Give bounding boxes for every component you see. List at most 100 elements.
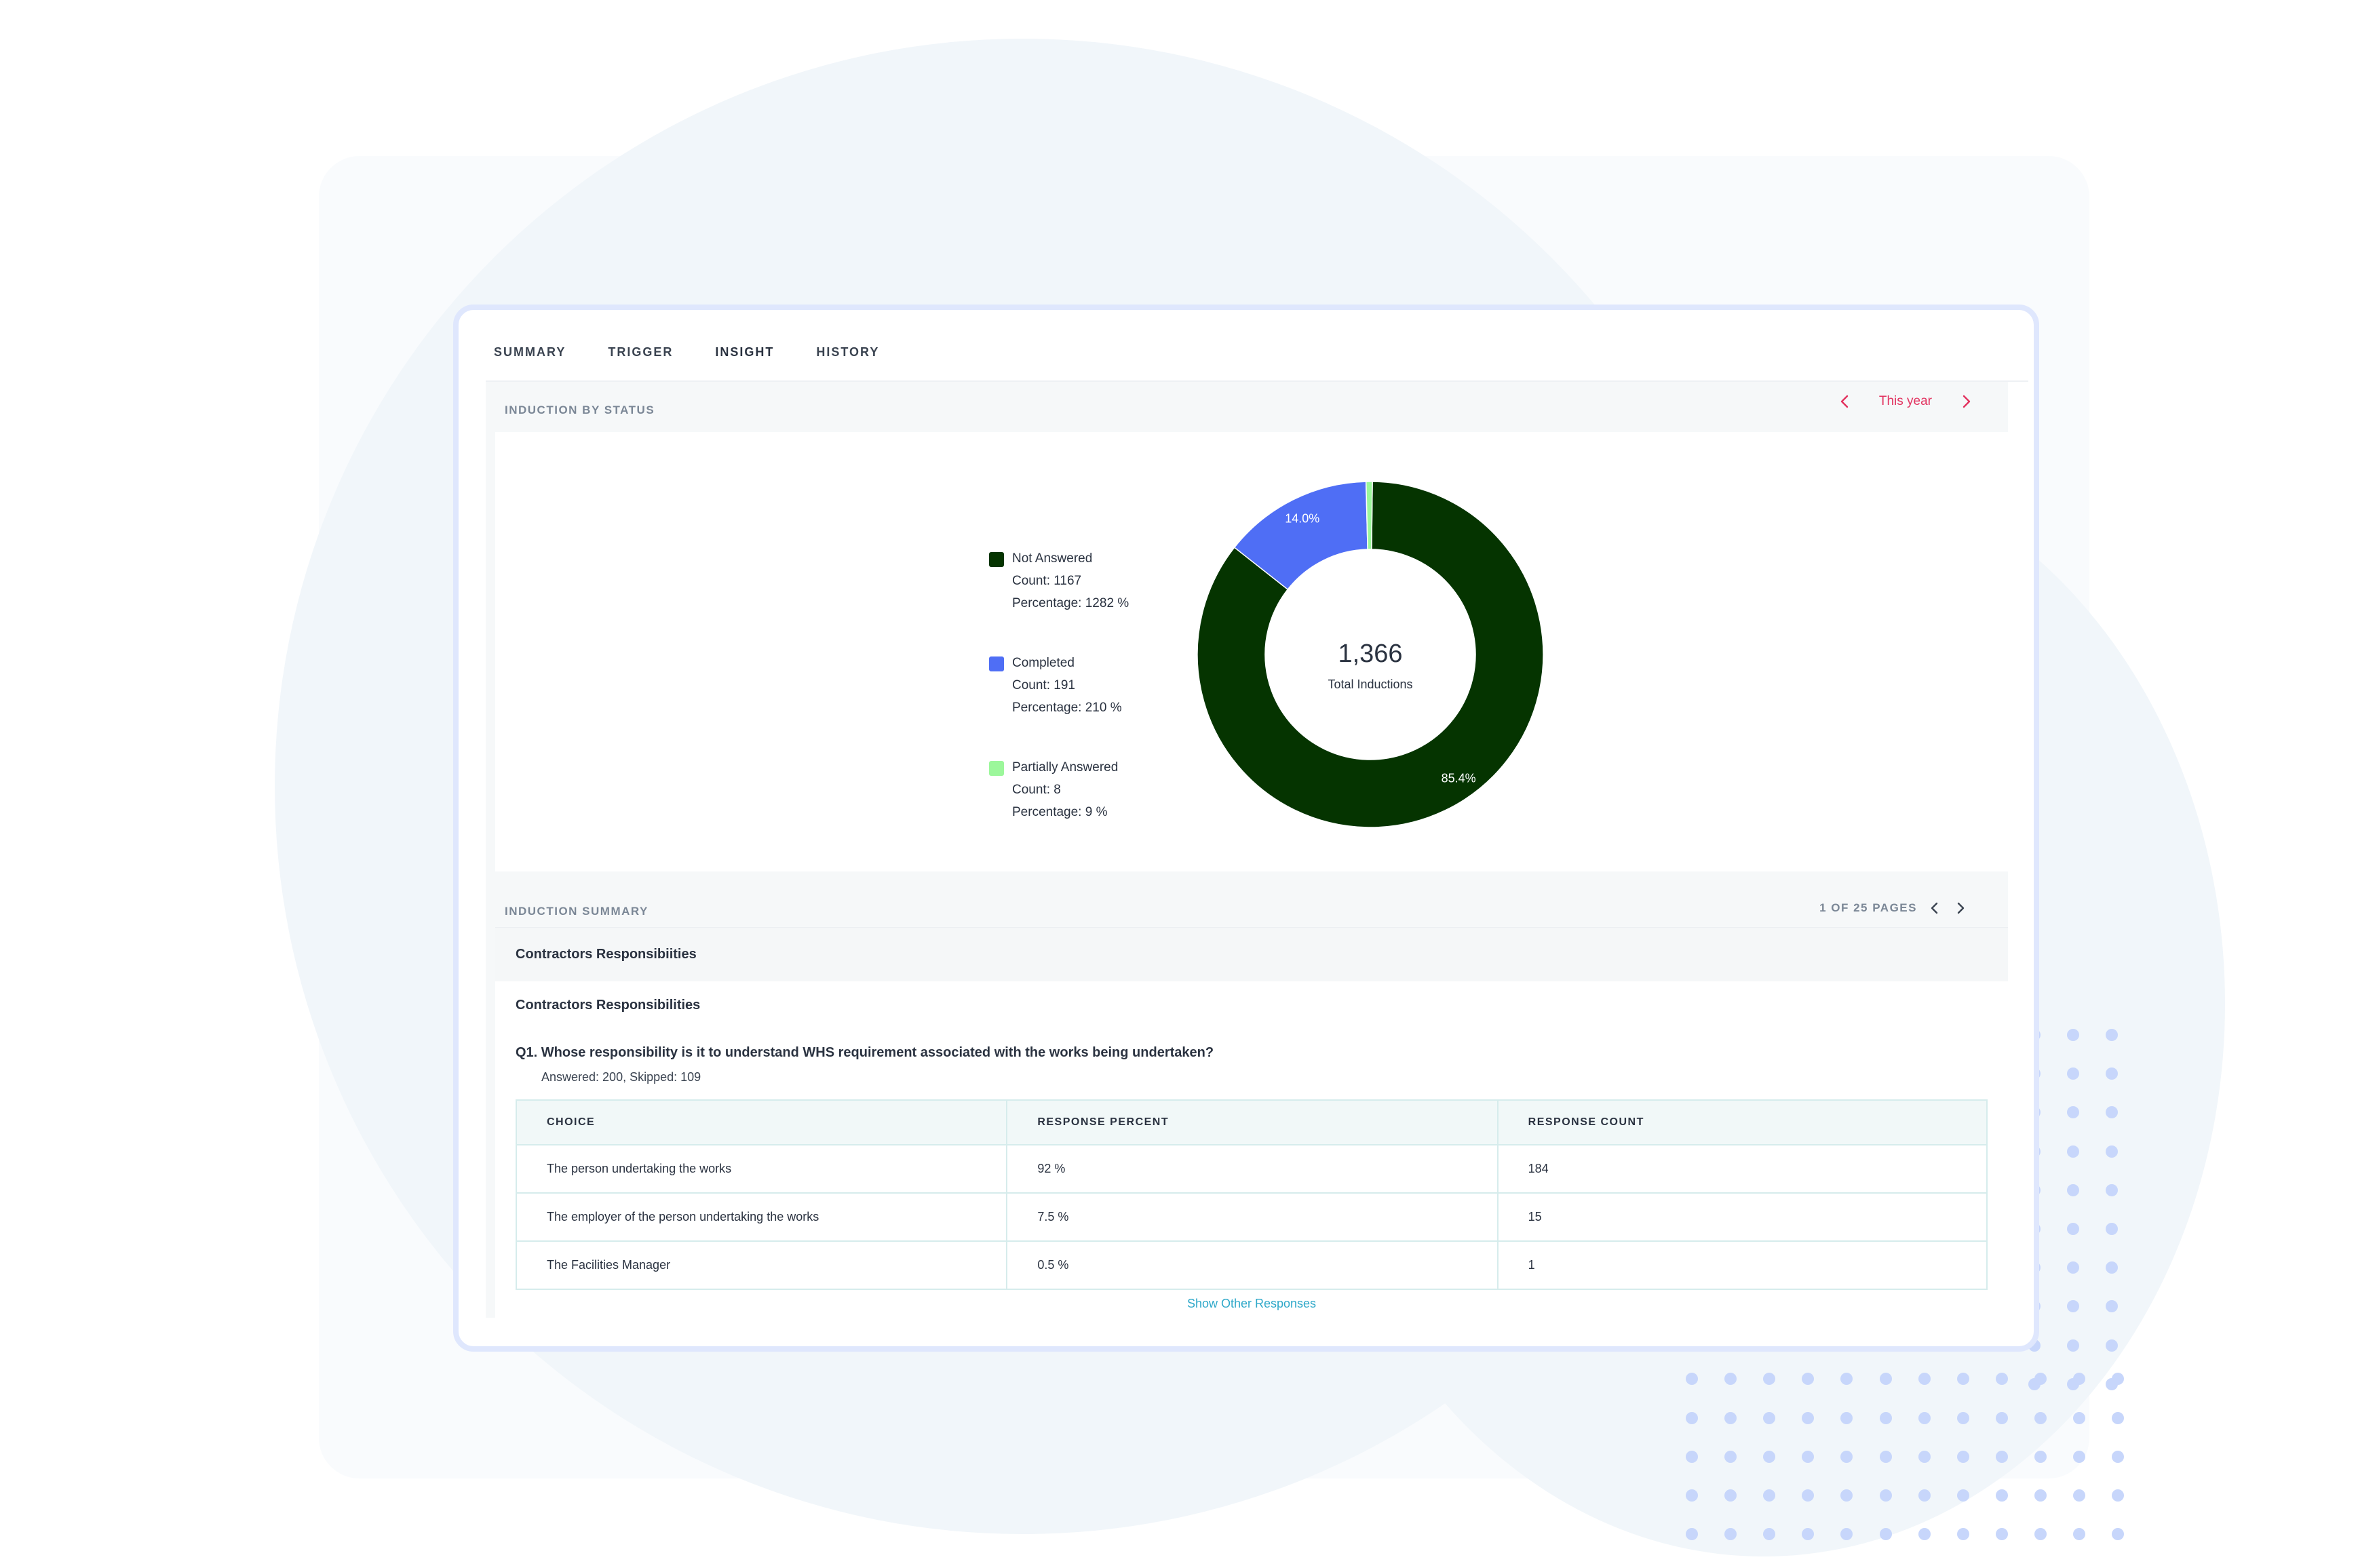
decorative-dot	[1956, 1451, 1969, 1463]
decorative-dot	[2106, 1261, 2118, 1274]
status-donut-chart: 85.4% 14.0% 1,366 Total Inductions	[1197, 481, 1544, 828]
decorative-dot	[1995, 1528, 2008, 1540]
chevron-left-icon[interactable]	[1927, 900, 1943, 916]
tab-divider	[486, 380, 2028, 382]
cell-count: 15	[1496, 1192, 1988, 1242]
legend-percentage: Percentage: 9 %	[1012, 805, 1108, 819]
decorative-dot	[1879, 1412, 1892, 1424]
cell-count: 1	[1496, 1240, 1988, 1290]
insight-card: SUMMARY TRIGGER INSIGHT HISTORY INDUCTIO…	[453, 305, 2039, 1352]
decorative-dot	[2034, 1489, 2047, 1502]
decorative-dot	[1840, 1412, 1853, 1424]
status-chart-panel: Not Answered Count: 1167 Percentage: 128…	[495, 432, 2008, 871]
decorative-dot	[1724, 1451, 1737, 1463]
decorative-dot	[2112, 1451, 2125, 1463]
tab-trigger[interactable]: TRIGGER	[608, 345, 674, 359]
legend-percentage: Percentage: 210 %	[1012, 701, 1122, 715]
cell-percent: 92 %	[1006, 1144, 1499, 1194]
donut-slice-not-answered[interactable]	[1197, 481, 1544, 828]
show-other-responses-link[interactable]: Show Other Responses	[1186, 1297, 1317, 1310]
period-selector: This year	[1837, 393, 1974, 410]
chevron-right-icon[interactable]	[1958, 393, 1974, 410]
decorative-dot	[2067, 1261, 2079, 1274]
decorative-dot	[1763, 1412, 1776, 1424]
decorative-dot	[2034, 1451, 2047, 1463]
table-row: The person undertaking the works 92 % 18…	[515, 1144, 1988, 1194]
decorative-dot	[1956, 1412, 1969, 1424]
show-more-container: Show Other Responses	[495, 1297, 2008, 1311]
table-row: The Facilities Manager 0.5 % 1	[515, 1240, 1988, 1290]
legend-swatch	[989, 552, 1004, 567]
decorative-dot	[2106, 1183, 2118, 1196]
column-header-choice: CHOICE	[515, 1099, 1008, 1145]
decorative-dot	[2073, 1489, 2085, 1502]
cell-percent: 0.5 %	[1006, 1240, 1499, 1290]
decorative-dot	[1840, 1451, 1853, 1463]
cell-choice: The Facilities Manager	[515, 1240, 1008, 1290]
tab-summary[interactable]: SUMMARY	[494, 345, 566, 359]
decorative-dot	[2106, 1145, 2118, 1158]
legend-percentage: Percentage: 1282 %	[1012, 596, 1129, 610]
decorative-dot	[2073, 1451, 2085, 1463]
decorative-dot	[1686, 1412, 1698, 1424]
legend-swatch	[989, 656, 1004, 671]
decorative-dot	[1918, 1528, 1931, 1540]
decorative-dot	[2067, 1300, 2079, 1313]
decorative-dot	[1956, 1489, 1969, 1502]
legend-count: Count: 8	[1012, 783, 1061, 797]
decorative-dot	[1918, 1489, 1931, 1502]
legend-item-not-answered: Not Answered Count: 1167 Percentage: 128…	[989, 547, 1129, 614]
decorative-dot	[1802, 1528, 1815, 1540]
tab-history[interactable]: HISTORY	[816, 345, 880, 359]
chevron-right-icon[interactable]	[1952, 900, 1969, 916]
legend-swatch	[989, 761, 1004, 776]
tab-bar: SUMMARY TRIGGER INSIGHT HISTORY	[494, 345, 921, 386]
donut-center-label: Total Inductions	[1328, 678, 1412, 691]
decorative-dot	[1840, 1373, 1853, 1385]
decorative-dot	[1802, 1373, 1815, 1385]
cell-percent: 7.5 %	[1006, 1192, 1499, 1242]
decorative-dot	[2034, 1528, 2047, 1540]
decorative-dot	[1918, 1451, 1931, 1463]
decorative-dot	[1686, 1528, 1698, 1540]
column-header-response-count: RESPONSE COUNT	[1496, 1099, 1988, 1145]
decorative-dot	[1686, 1451, 1698, 1463]
decorative-dot	[2106, 1223, 2118, 1235]
decorative-dot	[2067, 1377, 2079, 1390]
decorative-dot	[2112, 1412, 2125, 1424]
group-header[interactable]: Contractors Responsibiities	[495, 927, 2008, 982]
decorative-dot	[2067, 1145, 2079, 1158]
decorative-dot	[2067, 1339, 2079, 1352]
decorative-dot	[1763, 1489, 1776, 1502]
decorative-dot	[1879, 1528, 1892, 1540]
decorative-dot	[2106, 1300, 2118, 1313]
decorative-dot	[2112, 1489, 2125, 1502]
decorative-dot	[1879, 1489, 1892, 1502]
period-label[interactable]: This year	[1878, 394, 1932, 408]
decorative-dot	[2106, 1377, 2118, 1390]
pager-label: 1 OF 25 PAGES	[1819, 901, 1917, 914]
chevron-left-icon[interactable]	[1837, 393, 1853, 410]
decorative-dot	[2067, 1067, 2079, 1080]
decorative-dot	[1763, 1528, 1776, 1540]
decorative-dot	[1995, 1373, 2008, 1385]
decorative-dot	[1840, 1528, 1853, 1540]
status-section-title: INDUCTION BY STATUS	[505, 404, 655, 416]
donut-slice-partially-answered[interactable]	[1365, 481, 1373, 550]
decorative-dot	[1802, 1489, 1815, 1502]
decorative-dot	[1686, 1373, 1698, 1385]
decorative-dot	[2106, 1339, 2118, 1352]
decorative-dot	[1995, 1412, 2008, 1424]
decorative-dot	[2073, 1412, 2085, 1424]
cell-choice: The person undertaking the works	[515, 1144, 1008, 1194]
decorative-dot	[1840, 1489, 1853, 1502]
tab-insight[interactable]: INSIGHT	[715, 345, 775, 386]
responses-table: CHOICE RESPONSE PERCENT RESPONSE COUNT T…	[515, 1099, 1988, 1290]
legend-name: Completed	[1012, 656, 1075, 670]
decorative-dot	[2034, 1412, 2047, 1424]
legend-item-partially-answered: Partially Answered Count: 8 Percentage: …	[989, 756, 1129, 823]
decorative-dot	[1686, 1489, 1698, 1502]
decorative-dot	[2106, 1106, 2118, 1119]
decorative-dot	[2112, 1528, 2125, 1540]
summary-section-title: INDUCTION SUMMARY	[505, 905, 649, 918]
